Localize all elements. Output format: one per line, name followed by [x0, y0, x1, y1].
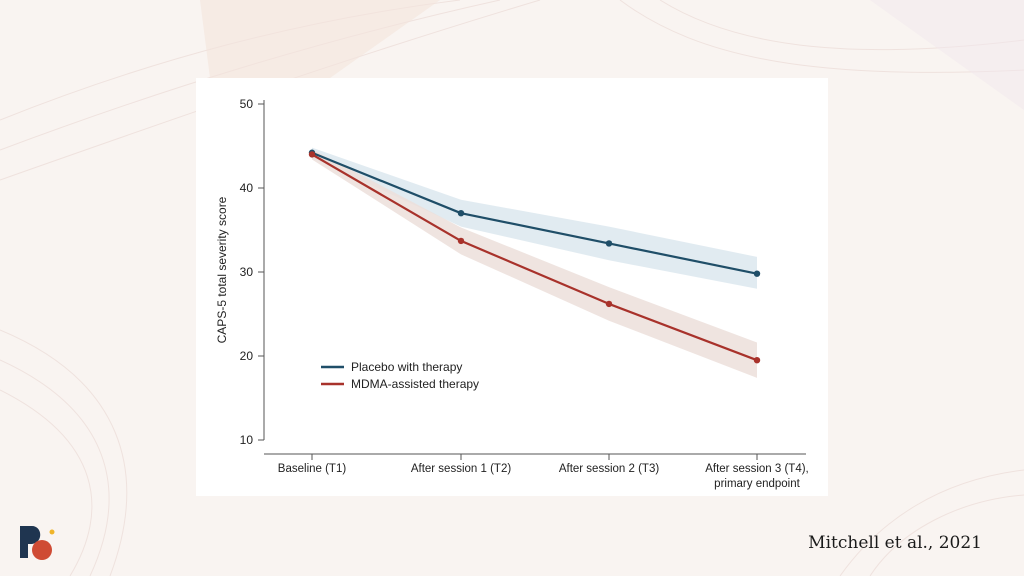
placebo-confidence-band: [312, 147, 757, 289]
x-tick-label: After session 1 (T2): [411, 463, 512, 475]
mdma-data-point: [308, 151, 316, 158]
mdma-data-point: [605, 300, 613, 308]
x-tick-label: After session 3 (T4), primary endpoint: [705, 463, 809, 490]
axes: [263, 100, 806, 455]
mdma-series-line: [311, 153, 758, 362]
y-axis-label: CAPS-5 total severity score: [215, 196, 229, 343]
placebo-series-line: [311, 151, 758, 275]
brand-logo: [20, 526, 55, 560]
mdma-data-point: [457, 237, 465, 245]
placebo-data-point: [457, 210, 465, 217]
placebo-data-point: [753, 270, 761, 277]
line-chart: 10 20 30 40 50 Baseline (T1) After session 1 …: [215, 97, 809, 490]
chart-card: 10 20 30 40 50 Baseline (T1) After session 1 …: [196, 78, 828, 496]
mdma-confidence-band: [312, 149, 757, 378]
placebo-data-point: [605, 240, 613, 247]
x-tick-label: After session 2 (T3): [559, 463, 660, 475]
y-tick-label: 30: [240, 265, 254, 279]
legend: Placebo with therapy MDMA-assisted therap…: [321, 360, 479, 391]
y-tick-label: 40: [240, 181, 254, 195]
placebo-legend-label: Placebo with therapy: [351, 360, 462, 374]
y-tick-label: 50: [240, 97, 254, 111]
citation-text: Mitchell et al., 2021: [808, 533, 982, 553]
mdma-legend-label: MDMA-assisted therapy: [351, 377, 479, 391]
y-tick-label: 10: [240, 433, 254, 447]
x-tick-label: Baseline (T1): [278, 463, 347, 475]
mdma-data-point: [753, 357, 761, 364]
y-tick-label: 20: [240, 349, 254, 363]
